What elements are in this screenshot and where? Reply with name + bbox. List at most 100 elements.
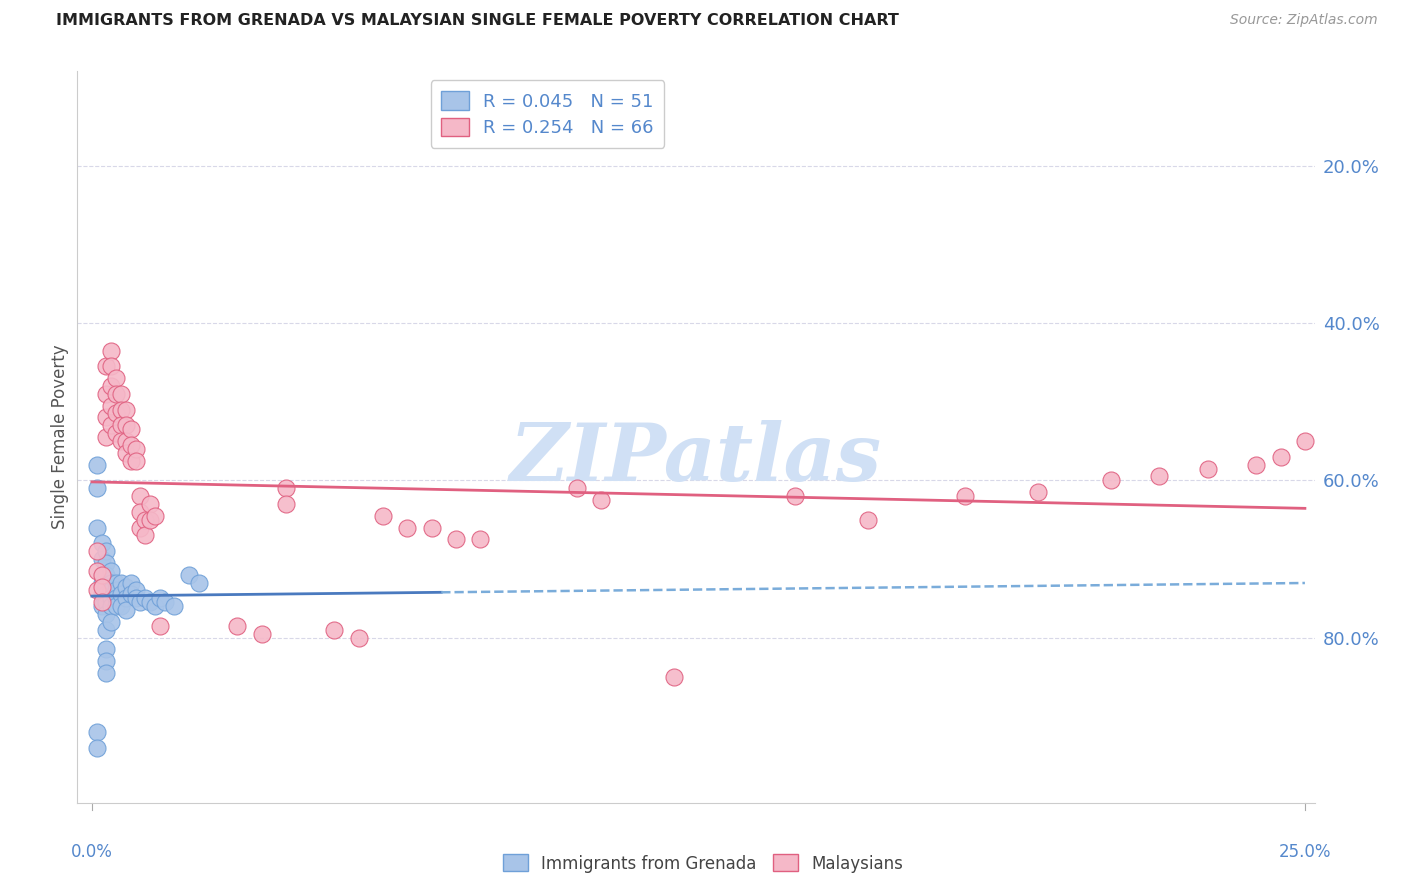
Text: Source: ZipAtlas.com: Source: ZipAtlas.com: [1230, 13, 1378, 28]
Point: [90, 536, 112, 550]
Point: [274, 481, 297, 495]
Point: [396, 520, 419, 534]
Point: [86, 725, 108, 739]
Point: [90, 580, 112, 594]
Point: [120, 575, 142, 590]
Point: [90, 599, 112, 614]
Point: [110, 418, 132, 433]
Point: [187, 575, 209, 590]
Y-axis label: Single Female Poverty: Single Female Poverty: [51, 345, 69, 529]
Point: [105, 371, 128, 385]
Point: [250, 626, 273, 640]
Text: 25.0%: 25.0%: [1278, 843, 1331, 861]
Point: [177, 567, 200, 582]
Point: [124, 442, 146, 456]
Point: [100, 359, 122, 374]
Point: [100, 615, 122, 629]
Point: [96, 607, 118, 621]
Legend: R = 0.045   N = 51, R = 0.254   N = 66: R = 0.045 N = 51, R = 0.254 N = 66: [430, 80, 665, 148]
Point: [274, 497, 297, 511]
Point: [100, 591, 122, 606]
Text: ZIPatlas: ZIPatlas: [510, 420, 882, 498]
Point: [785, 489, 807, 503]
Point: [90, 567, 112, 582]
Point: [96, 387, 118, 401]
Point: [90, 552, 112, 566]
Point: [323, 623, 346, 637]
Point: [444, 533, 467, 547]
Point: [149, 591, 172, 606]
Point: [420, 520, 443, 534]
Point: [1026, 485, 1049, 500]
Point: [100, 343, 122, 358]
Point: [347, 631, 370, 645]
Point: [955, 489, 977, 503]
Point: [86, 564, 108, 578]
Point: [149, 619, 172, 633]
Point: [120, 453, 142, 467]
Text: IMMIGRANTS FROM GRENADA VS MALAYSIAN SINGLE FEMALE POVERTY CORRELATION CHART: IMMIGRANTS FROM GRENADA VS MALAYSIAN SIN…: [56, 13, 898, 29]
Point: [100, 564, 122, 578]
Point: [1099, 473, 1122, 487]
Point: [105, 575, 128, 590]
Point: [110, 599, 132, 614]
Point: [90, 575, 112, 590]
Point: [96, 580, 118, 594]
Point: [163, 599, 186, 614]
Point: [96, 623, 118, 637]
Point: [1246, 458, 1268, 472]
Point: [110, 402, 132, 417]
Point: [858, 513, 880, 527]
Point: [468, 533, 491, 547]
Point: [86, 458, 108, 472]
Point: [1197, 461, 1219, 475]
Point: [86, 740, 108, 755]
Point: [96, 654, 118, 668]
Point: [105, 407, 128, 421]
Point: [120, 438, 142, 452]
Point: [96, 666, 118, 681]
Point: [100, 583, 122, 598]
Point: [86, 583, 108, 598]
Point: [1149, 469, 1171, 483]
Point: [662, 670, 685, 684]
Point: [96, 430, 118, 444]
Point: [134, 528, 156, 542]
Point: [105, 583, 128, 598]
Point: [86, 544, 108, 558]
Point: [115, 603, 138, 617]
Point: [129, 520, 152, 534]
Point: [100, 599, 122, 614]
Point: [115, 418, 138, 433]
Point: [143, 508, 166, 523]
Point: [591, 493, 613, 508]
Point: [96, 642, 118, 657]
Point: [139, 595, 162, 609]
Point: [96, 587, 118, 601]
Point: [100, 379, 122, 393]
Point: [115, 580, 138, 594]
Point: [139, 513, 162, 527]
Point: [86, 481, 108, 495]
Point: [96, 595, 118, 609]
Point: [143, 599, 166, 614]
Point: [96, 544, 118, 558]
Point: [105, 387, 128, 401]
Point: [371, 508, 394, 523]
Point: [96, 410, 118, 425]
Point: [124, 453, 146, 467]
Point: [134, 513, 156, 527]
Legend: Immigrants from Grenada, Malaysians: Immigrants from Grenada, Malaysians: [496, 847, 910, 880]
Point: [90, 587, 112, 601]
Point: [96, 359, 118, 374]
Point: [86, 520, 108, 534]
Point: [226, 619, 249, 633]
Point: [1270, 450, 1292, 464]
Point: [100, 399, 122, 413]
Point: [115, 434, 138, 448]
Point: [110, 387, 132, 401]
Point: [105, 426, 128, 441]
Point: [120, 587, 142, 601]
Point: [100, 418, 122, 433]
Point: [96, 556, 118, 570]
